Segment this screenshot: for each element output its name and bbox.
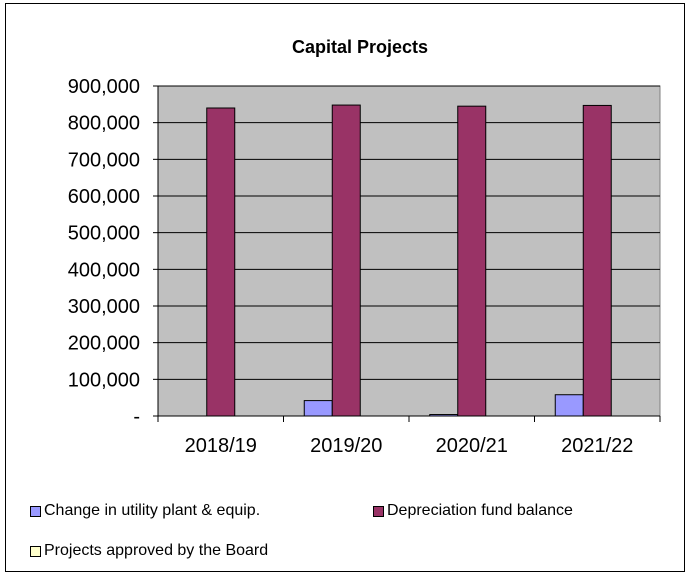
legend-swatch [373, 505, 384, 517]
y-tick-label: - [133, 406, 140, 428]
y-tick-label: 100,000 [68, 369, 140, 391]
y-tick-label: 300,000 [68, 296, 140, 318]
legend-item-depreciation-fund-balance: Depreciation fund balance [373, 502, 573, 520]
bar [331, 104, 361, 417]
legend-item-change-in-utility-plant: Change in utility plant & equip. [30, 502, 260, 520]
x-tick-label: 2019/20 [310, 435, 382, 457]
y-tick-labels: - 100,000 200,000 300,000 400,000 500,000 600,… [68, 76, 140, 428]
y-tick-label: 500,000 [68, 223, 140, 245]
axes [153, 85, 661, 422]
bars [206, 104, 612, 417]
y-tick-label: 900,000 [68, 76, 140, 98]
x-tick-label: 2018/19 [185, 435, 257, 457]
y-tick-label: 200,000 [68, 333, 140, 355]
y-tick-label: 800,000 [68, 113, 140, 135]
legend-item-projects-approved: Projects approved by the Board [30, 542, 268, 560]
bar [554, 394, 584, 417]
legend-label: Change in utility plant & equip. [44, 502, 261, 519]
gridlines [158, 85, 660, 380]
chart-title: Capital Projects [292, 37, 428, 57]
legend-label: Depreciation fund balance [387, 502, 573, 519]
legend-swatch [30, 505, 41, 517]
x-tick-label: 2021/22 [561, 435, 633, 457]
bar [582, 104, 612, 417]
legend-swatch [30, 545, 41, 557]
plot-area [157, 85, 661, 417]
legend-label: Projects approved by the Board [44, 542, 269, 559]
x-tick-label: 2020/21 [436, 435, 508, 457]
bar [457, 105, 487, 417]
y-tick-label: 600,000 [68, 186, 140, 208]
bar [206, 107, 236, 417]
x-tick-labels: 2018/19 2019/20 2020/21 2021/22 [185, 435, 634, 457]
y-tick-label: 700,000 [68, 149, 140, 171]
bar [303, 400, 333, 417]
y-tick-label: 400,000 [68, 259, 140, 281]
